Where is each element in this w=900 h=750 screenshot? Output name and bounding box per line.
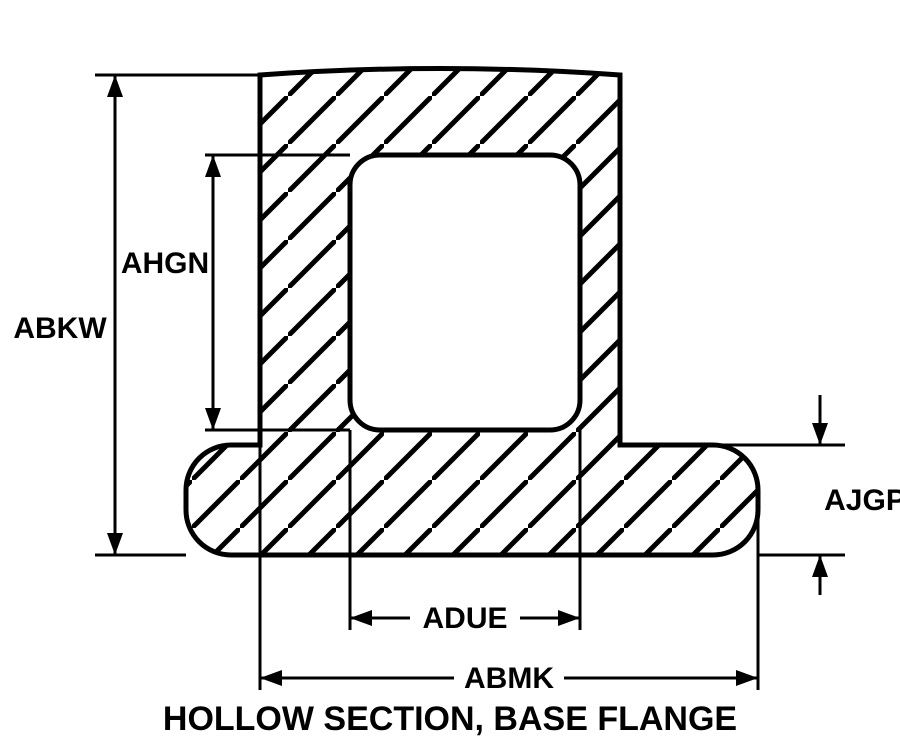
dim-label-adue: ADUE bbox=[422, 602, 507, 635]
dim-label-abmk: ABMK bbox=[464, 662, 554, 695]
section-diagram: ABKW AHGN AJGP ADUE ABMK HOLLOW SECTION, BAS… bbox=[0, 0, 900, 750]
diagram-title: HOLLOW SECTION, BASE FLANGE bbox=[163, 700, 737, 738]
dim-label-ajgp: AJGP bbox=[824, 484, 900, 517]
cavity-outline bbox=[350, 155, 580, 430]
dim-label-ahgn: AHGN bbox=[121, 247, 209, 280]
dim-label-abkw: ABKW bbox=[13, 312, 107, 345]
